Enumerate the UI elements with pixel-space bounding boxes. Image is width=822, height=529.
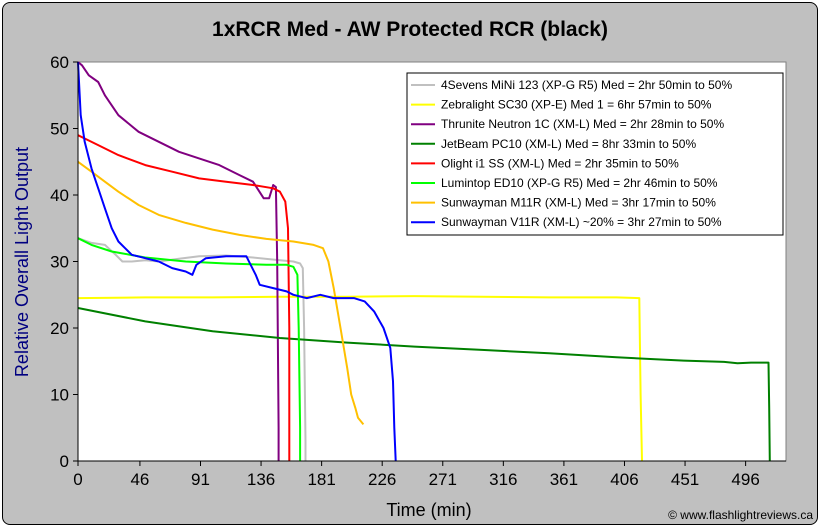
legend-label-8: Sunwayman V11R (XM-L) ~20% = 3hr 27min t… xyxy=(441,215,722,229)
series-line-7 xyxy=(77,160,365,426)
x-tick-label: 181 xyxy=(307,470,335,489)
x-axis-title: Time (min) xyxy=(386,500,471,520)
y-tick-label: 30 xyxy=(50,253,69,272)
tick-labels: 0 46 91 136 181 226 271 316 361 406 451 496 0 10 20 30 4… xyxy=(50,53,760,489)
legend-label-1: 4Sevens MiNi 123 (XP-G R5) Med = 2hr 50m… xyxy=(441,78,732,92)
series-line-3 xyxy=(77,61,280,461)
series-line-4 xyxy=(77,307,771,462)
x-tick-label: 136 xyxy=(247,470,275,489)
legend-label-5: Olight i1 SS (XM-L) Med = 2hr 35min to 5… xyxy=(441,156,679,170)
legend-box xyxy=(406,72,784,236)
y-tick-label: 50 xyxy=(50,120,69,139)
legend-label-3: Thrunite Neutron 1C (XM-L) Med = 2hr 28m… xyxy=(441,117,724,131)
x-tick-label: 316 xyxy=(489,470,517,489)
legend-label-2: Zebralight SC30 (XP-E) Med 1 = 6hr 57min… xyxy=(441,98,712,112)
series-line-1 xyxy=(77,237,307,461)
y-tick-label: 0 xyxy=(60,452,69,471)
x-tick-label: 0 xyxy=(73,470,82,489)
y-tick-label: 60 xyxy=(50,53,69,72)
legend-label-4: JetBeam PC10 (XM-L) Med = 8hr 33min to 5… xyxy=(441,137,696,151)
chart: 1xRCR Med - AW Protected RCR (black) 0 46… xyxy=(12,18,813,522)
x-tick-label: 271 xyxy=(429,470,457,489)
x-tick-label: 451 xyxy=(671,470,699,489)
y-tick-label: 20 xyxy=(50,319,69,338)
y-axis-title: Relative Overall Light Output xyxy=(12,147,32,377)
x-tick-label: 46 xyxy=(130,470,149,489)
series-layer xyxy=(77,61,771,462)
x-tick-label: 496 xyxy=(731,470,759,489)
series-line-5 xyxy=(77,134,291,461)
y-tick-label: 10 xyxy=(50,386,69,405)
x-tick-label: 406 xyxy=(610,470,638,489)
series-line-8 xyxy=(77,61,397,462)
axes xyxy=(73,61,786,466)
series-line-2 xyxy=(77,295,643,462)
legend-label-6: Lumintop ED10 (XP-G R5) Med = 2hr 46min … xyxy=(441,176,718,190)
x-tick-label: 91 xyxy=(191,470,210,489)
x-tick-label: 226 xyxy=(368,470,396,489)
credit-text: © www.flashlightreviews.ca xyxy=(668,508,813,522)
legend: 4Sevens MiNi 123 (XP-G R5) Med = 2hr 50m… xyxy=(406,72,784,236)
series-line-6 xyxy=(77,237,302,461)
legend-label-7: Sunwayman M11R (XM-L) Med = 3hr 17min to… xyxy=(441,196,716,210)
chart-title: 1xRCR Med - AW Protected RCR (black) xyxy=(212,18,608,41)
x-tick-label: 361 xyxy=(550,470,578,489)
y-tick-label: 40 xyxy=(50,186,69,205)
